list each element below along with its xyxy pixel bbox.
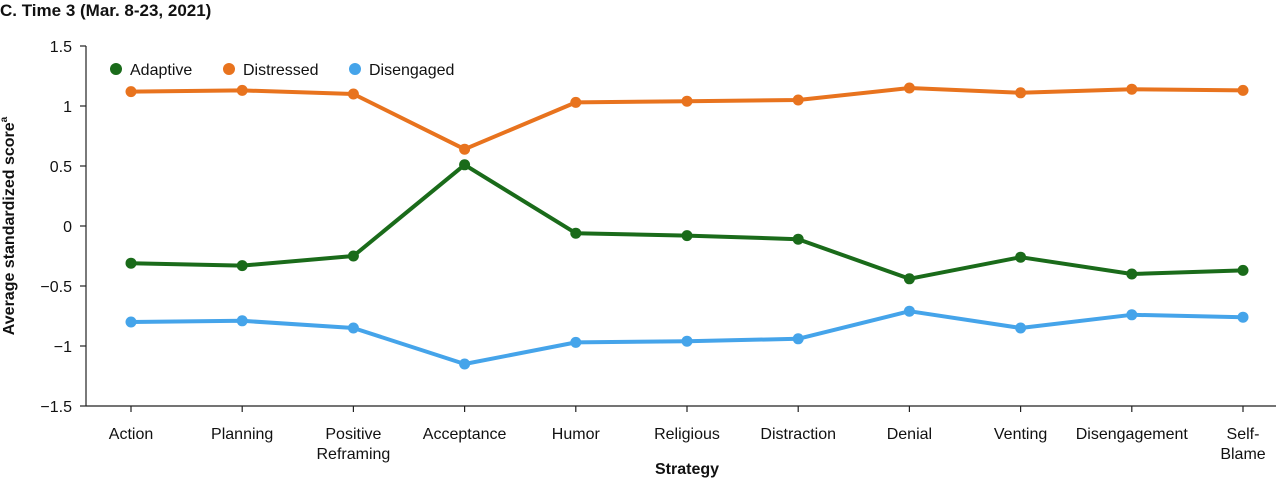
data-point-adaptive: [236, 260, 248, 272]
data-point-disengaged: [570, 336, 582, 348]
legend-label-distressed: Distressed: [243, 62, 319, 79]
data-point-adaptive: [1126, 268, 1138, 280]
x-tick-label-line: Self-: [1227, 426, 1260, 443]
data-point-distressed: [903, 82, 915, 94]
data-point-adaptive: [570, 227, 582, 239]
y-tick-label: −1.5: [40, 399, 72, 416]
legend-label-disengaged: Disengaged: [369, 62, 454, 79]
x-tick-label-line: Acceptance: [423, 426, 507, 443]
y-axis-title: Average standardized scorea: [0, 116, 18, 335]
x-tick-label: Positive Reframing: [316, 426, 390, 463]
legend: Adaptive Distressed Disengaged: [110, 62, 454, 79]
y-tick-label: 0: [63, 219, 72, 236]
data-point-distressed: [1237, 84, 1249, 96]
x-tick-label: Denial: [887, 426, 932, 443]
data-point-disengaged: [459, 358, 471, 370]
x-tick-label-line: Distraction: [760, 426, 836, 443]
data-point-disengaged: [681, 335, 693, 347]
x-tick-label-line: Venting: [994, 426, 1047, 443]
x-tick-label: Distraction: [760, 426, 836, 443]
legend-item-disengaged: Disengaged: [349, 62, 454, 79]
data-point-distressed: [236, 84, 248, 96]
data-point-distressed: [1126, 83, 1138, 95]
data-point-adaptive: [903, 273, 915, 285]
x-tick-label: Self- Blame: [1220, 426, 1265, 463]
series-layer: [125, 82, 1249, 370]
x-tick-label-line: Humor: [552, 426, 601, 443]
data-point-disengaged: [347, 322, 359, 334]
y-axis-title-text: Average standardized score: [1, 122, 18, 335]
data-point-disengaged: [125, 316, 137, 328]
x-axis-title: Strategy: [655, 461, 719, 478]
x-tick-label-line: Action: [109, 426, 153, 443]
series-line-adaptive: [130, 162, 1244, 281]
legend-marker-adaptive: [110, 63, 122, 75]
data-point-distressed: [1015, 87, 1027, 99]
data-point-distressed: [459, 143, 471, 155]
chart-title: C. Time 3 (Mar. 8-23, 2021): [0, 1, 211, 20]
y-tick-label: −1: [54, 339, 72, 356]
legend-marker-distressed: [223, 63, 235, 75]
data-point-adaptive: [459, 159, 471, 171]
legend-marker-disengaged: [349, 63, 361, 75]
series-adaptive: [125, 159, 1249, 285]
data-point-distressed: [125, 86, 137, 98]
data-point-disengaged: [903, 305, 915, 317]
x-tick-label-line: Denial: [887, 426, 932, 443]
x-tick-label-line: Religious: [654, 426, 720, 443]
data-point-adaptive: [347, 250, 359, 262]
data-point-distressed: [681, 95, 693, 107]
x-tick-label-line: Disengagement: [1076, 426, 1189, 443]
x-tick-label: Action: [109, 426, 153, 443]
data-point-disengaged: [236, 315, 248, 327]
x-tick-label: Disengagement: [1076, 426, 1189, 443]
x-tick-label-line: Planning: [211, 426, 273, 443]
data-point-adaptive: [1237, 264, 1249, 276]
data-point-disengaged: [1237, 311, 1249, 323]
series-disengaged: [125, 305, 1249, 370]
x-tick-label: Acceptance: [423, 426, 507, 443]
data-point-disengaged: [1015, 322, 1027, 334]
data-point-disengaged: [792, 333, 804, 345]
legend-item-adaptive: Adaptive: [110, 62, 192, 79]
data-point-adaptive: [1015, 251, 1027, 263]
data-point-distressed: [347, 88, 359, 100]
axes: 1.5 1 0.5 0 −0.5 −1 −1.5 Action Planning Positiv…: [40, 39, 1276, 463]
x-tick-label-line: Reframing: [316, 446, 390, 463]
x-tick-label: Planning: [211, 426, 273, 443]
y-tick-label: 1.5: [50, 39, 72, 56]
data-point-disengaged: [1126, 309, 1138, 321]
y-tick-label: 0.5: [50, 159, 72, 176]
series-distressed: [125, 82, 1249, 155]
y-axis-title-superscript: a: [0, 116, 10, 122]
data-point-distressed: [570, 96, 582, 108]
data-point-adaptive: [125, 257, 137, 269]
data-point-adaptive: [681, 230, 693, 242]
legend-label-adaptive: Adaptive: [130, 62, 192, 79]
x-tick-label: Venting: [994, 426, 1047, 443]
y-tick-label: 1: [63, 99, 72, 116]
x-tick-label: Humor: [552, 426, 601, 443]
x-tick-label: Religious: [654, 426, 720, 443]
y-tick-label: −0.5: [40, 279, 72, 296]
x-ticks: Action Planning Positive Reframing Acceptanc…: [109, 406, 1266, 463]
x-tick-label-line: Positive: [325, 426, 381, 443]
data-point-adaptive: [792, 233, 804, 245]
x-tick-label-line: Blame: [1220, 446, 1265, 463]
legend-item-distressed: Distressed: [223, 62, 319, 79]
y-ticks: 1.5 1 0.5 0 −0.5 −1 −1.5: [40, 39, 86, 416]
data-point-distressed: [792, 94, 804, 106]
